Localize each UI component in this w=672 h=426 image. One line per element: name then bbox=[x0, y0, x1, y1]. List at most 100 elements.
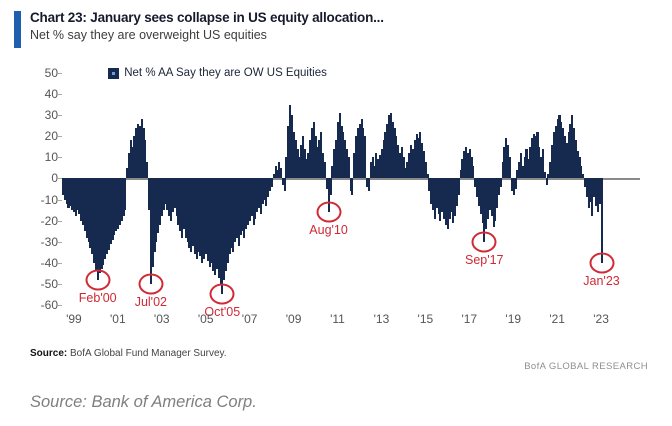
x-tick-label: '99 bbox=[66, 312, 82, 326]
plot-area: Feb'00 Jul'02 Oct'05 Aug'10 Sep'17 Jan'23 Net… bbox=[58, 67, 640, 319]
bar bbox=[503, 146, 506, 179]
bar bbox=[234, 178, 237, 242]
bar bbox=[386, 123, 389, 179]
bar bbox=[584, 178, 587, 187]
bar bbox=[105, 178, 108, 255]
bar bbox=[487, 178, 490, 219]
bar bbox=[344, 140, 347, 179]
y-tick-label: -10 bbox=[40, 192, 58, 207]
bar bbox=[404, 167, 407, 179]
bar bbox=[250, 178, 253, 217]
bar bbox=[499, 178, 502, 187]
bar bbox=[410, 144, 413, 179]
bar bbox=[223, 178, 226, 280]
bar bbox=[294, 140, 297, 179]
bar bbox=[93, 178, 96, 263]
bar bbox=[406, 161, 409, 179]
annotation-label: Feb'00 bbox=[78, 290, 117, 305]
bar bbox=[184, 178, 187, 238]
bar bbox=[397, 144, 400, 179]
annotation-label: Jul'02 bbox=[134, 294, 167, 309]
bar bbox=[148, 178, 151, 211]
bar bbox=[208, 178, 211, 268]
annotation-label: Aug'10 bbox=[309, 223, 348, 238]
y-tick-mark bbox=[58, 115, 62, 117]
bar bbox=[188, 178, 191, 249]
bar bbox=[505, 138, 508, 179]
bar bbox=[138, 125, 141, 179]
bar bbox=[358, 123, 361, 179]
bar bbox=[236, 178, 239, 238]
bar bbox=[334, 140, 337, 179]
bar bbox=[116, 178, 119, 230]
bar bbox=[375, 153, 378, 179]
bar bbox=[461, 159, 464, 179]
bar bbox=[448, 178, 451, 219]
x-tick-label: '03 bbox=[153, 312, 170, 326]
bar bbox=[153, 178, 156, 253]
bar bbox=[94, 178, 98, 272]
annotation-circle bbox=[85, 269, 111, 291]
bar bbox=[437, 178, 440, 215]
bar bbox=[578, 157, 581, 179]
bar bbox=[133, 136, 136, 179]
bar bbox=[501, 161, 504, 179]
annotation-label: Oct'05 bbox=[204, 305, 241, 320]
bar bbox=[166, 178, 169, 211]
x-tick-label: '21 bbox=[549, 312, 565, 326]
bar bbox=[483, 178, 486, 242]
bar bbox=[470, 157, 473, 179]
bar bbox=[380, 148, 383, 179]
chart-title: Chart 23: January sees collapse in US eq… bbox=[30, 10, 384, 25]
bar bbox=[278, 161, 281, 179]
bar bbox=[160, 178, 163, 217]
bar bbox=[373, 165, 376, 179]
bar bbox=[276, 170, 279, 179]
bar bbox=[336, 121, 339, 179]
bar bbox=[199, 178, 202, 257]
bar bbox=[76, 178, 79, 211]
bar bbox=[124, 178, 127, 211]
bar bbox=[320, 132, 323, 179]
bar bbox=[186, 178, 189, 242]
annotation-label: Jan'23 bbox=[583, 273, 620, 288]
bar bbox=[507, 144, 510, 179]
x-tick-label: '11 bbox=[330, 312, 345, 326]
bar bbox=[162, 178, 165, 211]
y-tick-label: 40 bbox=[44, 87, 58, 102]
bar bbox=[545, 178, 548, 185]
bar bbox=[479, 178, 482, 215]
bar bbox=[168, 178, 171, 217]
bar bbox=[193, 178, 196, 255]
bar bbox=[362, 127, 365, 179]
bar bbox=[71, 178, 74, 211]
bar bbox=[424, 161, 427, 179]
bar bbox=[567, 132, 570, 179]
bar bbox=[419, 132, 422, 179]
y-tick-label: 10 bbox=[44, 150, 58, 165]
bar bbox=[485, 178, 488, 230]
x-tick-label: '09 bbox=[285, 312, 302, 326]
y-tick-label: -30 bbox=[40, 234, 58, 249]
bar bbox=[536, 132, 539, 179]
bar bbox=[582, 174, 585, 179]
x-tick-label: '19 bbox=[505, 312, 522, 326]
brand-mark: BofA GLOBAL RESEARCH bbox=[524, 361, 648, 372]
bar bbox=[541, 148, 544, 179]
y-tick-label: 0 bbox=[51, 171, 58, 186]
bar bbox=[353, 153, 356, 179]
bar bbox=[219, 178, 222, 284]
bar bbox=[301, 136, 305, 179]
bar bbox=[496, 178, 499, 208]
bar bbox=[206, 178, 209, 261]
annotation-circle bbox=[589, 252, 614, 274]
bar bbox=[508, 157, 512, 179]
bar bbox=[466, 153, 469, 179]
bar bbox=[137, 123, 140, 179]
bar bbox=[435, 178, 438, 208]
bar bbox=[389, 113, 392, 179]
bar bbox=[314, 136, 317, 179]
bar bbox=[377, 159, 380, 179]
bar bbox=[221, 178, 224, 295]
bar bbox=[415, 134, 418, 179]
